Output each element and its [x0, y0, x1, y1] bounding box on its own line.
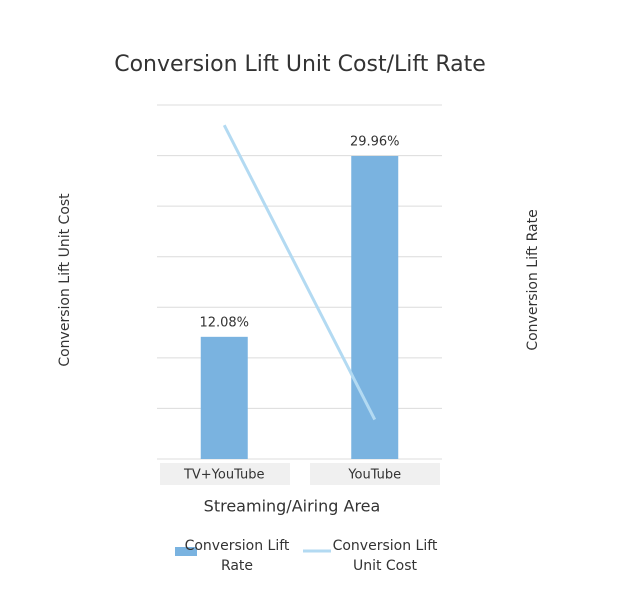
- legend-label: Conversion Lift Rate: [184, 538, 290, 574]
- line: [222, 124, 377, 421]
- x-tick-label: YouTube: [347, 468, 401, 483]
- y-axis-title: Conversion Lift Unit Cost: [57, 193, 73, 367]
- data-label: 29.96%: [350, 134, 400, 149]
- legend-swatch: [175, 547, 197, 556]
- category-label-bg: [160, 463, 290, 485]
- x-axis-title: Streaming/Airing Area: [204, 497, 381, 516]
- bar: [351, 155, 399, 459]
- x-tick-label: TV+YouTube: [183, 468, 265, 483]
- category-label-bg: [310, 463, 440, 485]
- data-label: 12.08%: [199, 315, 249, 330]
- bar: [200, 336, 248, 459]
- y2-axis-title: Conversion Lift Rate: [525, 209, 541, 350]
- legend-label: Conversion Lift Unit Cost: [332, 538, 438, 574]
- chart-title: Conversion Lift Unit Cost/Lift Rate: [114, 52, 486, 77]
